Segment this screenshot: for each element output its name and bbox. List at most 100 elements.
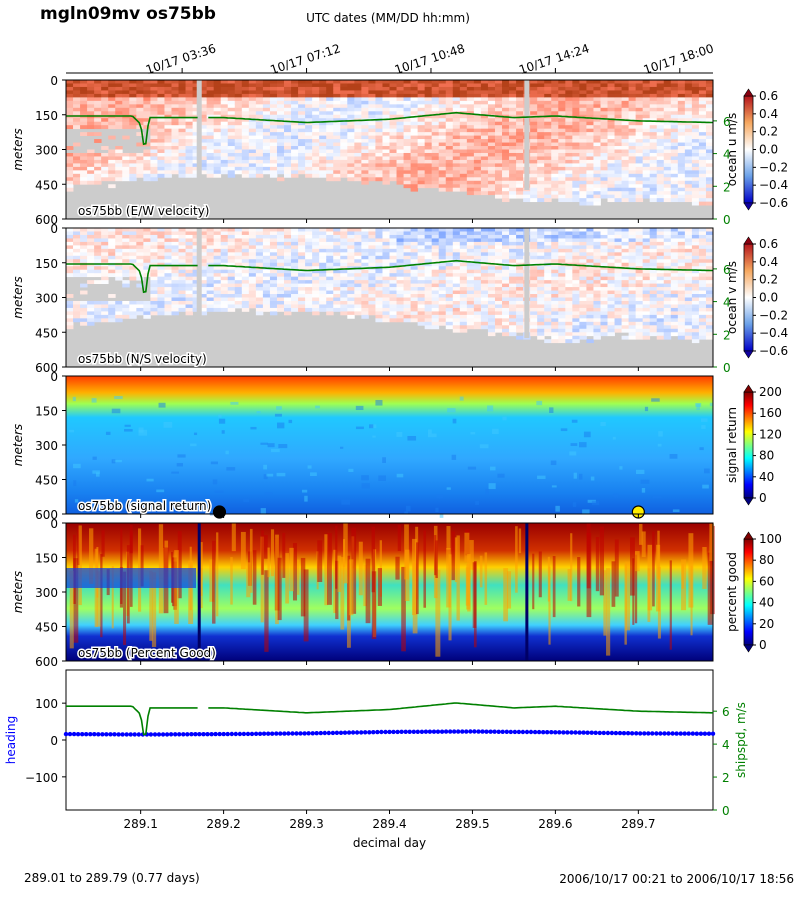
heatmap-cell	[199, 159, 208, 164]
heatmap-cell	[551, 173, 559, 178]
heatmap-cell	[530, 297, 538, 302]
heatmap-cell	[424, 228, 433, 232]
heatmap-cell	[171, 111, 179, 116]
heatmap-cell	[572, 297, 580, 302]
heatmap-cell	[621, 198, 630, 203]
heatmap-cell	[621, 152, 630, 157]
heatmap-cell	[361, 311, 369, 316]
colorbar-tick-label: 0.4	[759, 107, 778, 121]
heatmap-cell	[544, 294, 552, 298]
heatmap-cell	[396, 276, 404, 281]
heatmap-cell	[305, 259, 313, 264]
heatmap-cell	[298, 159, 306, 164]
heatmap-cell	[628, 238, 637, 243]
heatmap-cell	[452, 276, 461, 281]
heatmap-cell	[642, 149, 651, 154]
heatmap-cell	[452, 325, 461, 330]
heatmap-cell	[614, 262, 622, 267]
heatmap-cell	[234, 128, 243, 133]
heatmap-cell	[607, 114, 615, 119]
heatmap-cell	[593, 304, 601, 309]
heatmap-cell	[670, 173, 679, 178]
heatmap-cell	[480, 287, 489, 291]
heatmap-cell	[312, 156, 320, 161]
heatmap-cell	[108, 86, 116, 91]
heatmap-cell	[262, 80, 271, 84]
heatmap-cell	[213, 139, 222, 143]
heatmap-cell	[586, 325, 594, 330]
heatmap-cell	[572, 173, 580, 178]
heatmap-cell	[108, 318, 116, 323]
heatmap-cell	[361, 173, 369, 178]
heatmap-cell	[410, 311, 419, 316]
heatmap-cell	[642, 104, 651, 109]
heatmap-cell	[94, 259, 102, 264]
heatmap-cell	[600, 135, 608, 140]
heatmap-cell	[670, 97, 679, 102]
heatmap-cell	[333, 269, 341, 274]
heatmap-cell	[108, 111, 116, 116]
heatmap-cell	[248, 125, 257, 130]
heatmap-cell	[579, 146, 587, 150]
heatmap-cell	[544, 104, 552, 109]
heatmap-cell	[586, 163, 594, 168]
heatmap-cell	[291, 97, 299, 102]
heatmap-cell	[614, 269, 622, 274]
heatmap-cell	[101, 280, 109, 285]
heatmap-cell	[502, 177, 510, 182]
heatmap-cell	[73, 90, 81, 95]
heatmap-cell	[452, 304, 461, 309]
heatmap-cell	[544, 280, 552, 285]
heatmap-cell	[600, 280, 608, 285]
heatmap-cell	[220, 104, 229, 109]
heatmap-cell	[516, 90, 524, 95]
heatmap-cell	[136, 166, 144, 171]
heatmap-cell	[234, 80, 243, 84]
heatmap-cell	[375, 314, 383, 319]
heatmap-cell	[494, 325, 503, 330]
heatmap-cell	[487, 252, 496, 257]
heatmap-cell	[354, 259, 362, 264]
heatmap-cell	[586, 135, 594, 140]
heatmap-cell	[558, 107, 566, 112]
heatmap-cell	[66, 163, 74, 168]
heatmap-cell	[663, 114, 672, 119]
heatmap-cell	[234, 104, 243, 109]
heatmap-cell	[544, 139, 552, 143]
heatmap-cell	[516, 184, 524, 189]
heatmap-cell	[206, 273, 215, 278]
heatmap-cell	[565, 191, 573, 196]
heatmap-cell	[558, 238, 566, 243]
heatmap-cell	[305, 146, 313, 150]
heatmap-cell	[94, 300, 102, 305]
heatmap-cell	[319, 86, 327, 91]
heatmap-cell	[544, 273, 552, 278]
heatmap-cell	[319, 135, 327, 140]
heatmap-cell	[537, 132, 545, 137]
heatmap-cell	[213, 280, 222, 285]
heatmap-cell	[213, 149, 222, 154]
heatmap-cell	[150, 121, 158, 126]
heatmap-cell	[66, 83, 74, 88]
heatmap-cell	[572, 339, 580, 344]
heatmap-cell	[452, 163, 461, 168]
heatmap-cell	[614, 194, 622, 199]
heatmap-cell	[178, 149, 186, 154]
heatmap-cell	[143, 83, 151, 88]
heatmap-cell	[115, 318, 123, 323]
heatmap-cell	[220, 107, 229, 112]
heatmap-cell	[572, 125, 580, 130]
heatmap-cell	[579, 325, 587, 330]
heatmap-cell	[494, 328, 503, 333]
heatmap-cell	[234, 269, 243, 274]
heatmap-cell	[466, 163, 475, 168]
heatmap-cell	[565, 328, 573, 333]
heatmap-cell	[691, 80, 700, 84]
heatmap-cell	[396, 125, 404, 130]
heatmap-cell	[502, 121, 510, 126]
heatmap-cell	[94, 118, 102, 123]
heatmap-cell	[487, 128, 496, 133]
heatmap-cell	[248, 97, 257, 102]
heatmap-cell	[101, 241, 109, 246]
heatmap-cell	[333, 252, 341, 257]
